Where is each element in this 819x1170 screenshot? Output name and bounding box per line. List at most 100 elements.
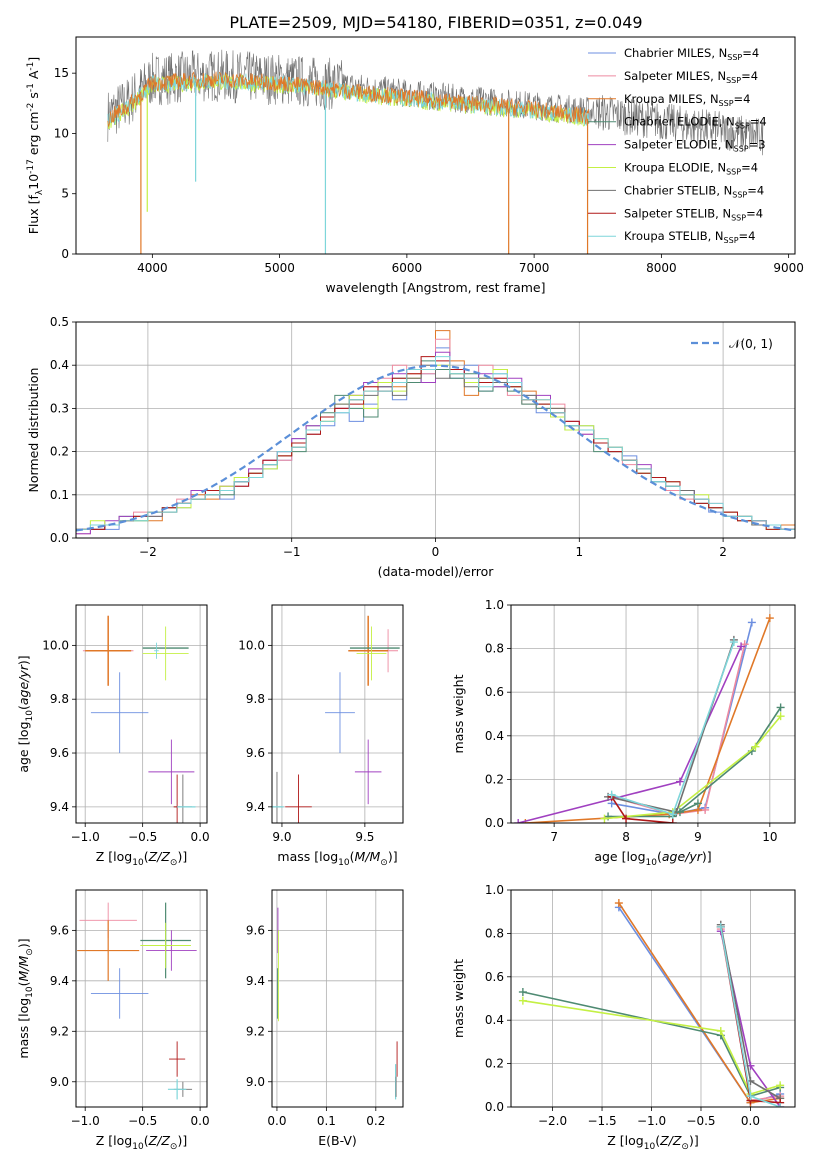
legend-text: Kroupa MILES, N — [624, 92, 719, 106]
y-tick-label: 9.0 — [246, 1075, 265, 1089]
y-tick-label: 1.0 — [485, 883, 504, 897]
legend-text: Kroupa STELIB, N — [624, 229, 724, 243]
axes-frame — [75, 604, 208, 824]
figure-title: PLATE=2509, MJD=54180, FIBERID=0351, z=0… — [229, 13, 642, 32]
weight-series-line — [611, 641, 735, 816]
y-tick-label: 0.0 — [485, 1100, 504, 1114]
x-tick-label: −2.0 — [538, 1114, 567, 1128]
x-tick-label: 7 — [550, 830, 558, 844]
x-axis-label: E(B-V) — [318, 1133, 357, 1148]
legend-text: Chabrier ELODIE, N — [624, 115, 735, 129]
x-tick-label: 0.0 — [191, 830, 210, 844]
y-tick-label: 10.0 — [238, 638, 265, 652]
x-tick-label: 7000 — [519, 261, 550, 275]
legend-label: Salpeter ELODIE, NSSP=3 — [624, 138, 766, 154]
y-tick-label: 9.2 — [246, 1024, 265, 1038]
plot-area-residuals — [76, 322, 795, 538]
axes-weight-vs-Z: −2.0 −1.5 −1.0 −0.5 0.0 0.0 0.2 0.4 0.6 0.8 1.0 Z [… — [451, 883, 796, 1152]
y-tick-label: 0.6 — [485, 685, 504, 699]
x-tick-label: −1.0 — [637, 1114, 666, 1128]
legend-value: =4 — [746, 206, 763, 220]
legend-text: Salpeter ELODIE, N — [624, 138, 734, 152]
legend-text: Chabrier MILES, N — [624, 46, 727, 60]
legend-value: =4 — [750, 115, 767, 129]
legend-text: Salpeter MILES, N — [624, 69, 726, 83]
plot-area-spectrum — [107, 49, 764, 254]
x-tick-label: 0.1 — [317, 1114, 336, 1128]
axes-frame — [271, 889, 404, 1108]
axes-mass-vs-EBV: 0.0 0.1 0.2 9.0 9.2 9.4 9.6 E(B-V) — [246, 889, 404, 1148]
x-tick-label: 0.2 — [366, 1114, 385, 1128]
axes-mass-vs-Z: −1.0 −0.5 0.0 9.0 9.2 9.4 9.6 Z [log10​(Z/Z⊙​)]… — [16, 889, 210, 1152]
gaussian-curve — [76, 364, 795, 532]
y-tick-label: 0.0 — [485, 816, 504, 830]
y-axis-label: mass [log10​(M/M⊙​)] — [16, 938, 35, 1058]
x-tick-label: 9.5 — [355, 830, 374, 844]
y-tick-label: 0.2 — [485, 772, 504, 786]
y-tick-label: 10 — [54, 126, 69, 140]
legend-label: 𝒩(0, 1) — [729, 337, 773, 351]
x-tick-label: 0.0 — [191, 1114, 210, 1128]
y-axis-label: Flux [fλ​10-17​ erg cm-2​ s-1​ A-1​] — [26, 57, 45, 235]
legend-text: Chabrier STELIB, N — [624, 183, 732, 197]
x-tick-label: 4000 — [137, 261, 168, 275]
y-tick-label: 10.0 — [42, 638, 69, 652]
legend-subscript: SSP — [734, 145, 749, 154]
axes-frame — [510, 604, 796, 824]
legend-subscript: SSP — [735, 122, 750, 131]
x-tick-label: −0.5 — [686, 1114, 715, 1128]
weight-series-line — [608, 707, 782, 818]
y-tick-label: 9.4 — [246, 800, 265, 814]
x-tick-label: −0.5 — [128, 830, 157, 844]
y-tick-label: 0.3 — [50, 401, 69, 415]
spectrum-data-line — [107, 49, 764, 156]
legend-value: =4 — [741, 161, 758, 175]
legend-label: Chabrier STELIB, NSSP=4 — [624, 183, 764, 199]
y-tick-label: 9.6 — [246, 923, 265, 937]
plot-area-age-vs-mass — [272, 605, 403, 823]
y-tick-label: 0.5 — [50, 315, 69, 329]
axes-frame — [75, 36, 796, 255]
legend-subscript: SSP — [726, 76, 741, 85]
x-tick-label: 9.0 — [272, 830, 291, 844]
legend-value: =4 — [742, 46, 759, 60]
y-tick-label: 9.6 — [246, 746, 265, 760]
weight-series-line — [611, 644, 746, 816]
legend-subscript: SSP — [719, 99, 734, 108]
y-tick-label: 9.4 — [50, 800, 69, 814]
legend-label: Salpeter MILES, NSSP=4 — [624, 69, 758, 85]
y-tick-label: 9.6 — [50, 746, 69, 760]
x-tick-label: 10 — [762, 830, 777, 844]
legend-text: Salpeter STELIB, N — [624, 206, 731, 220]
legend-value: =4 — [734, 92, 751, 106]
legend-label: Chabrier ELODIE, NSSP=4 — [624, 115, 767, 131]
y-tick-label: 9.2 — [50, 1024, 69, 1038]
x-tick-label: 9 — [694, 830, 702, 844]
y-tick-label: 0.2 — [50, 445, 69, 459]
x-tick-label: 6000 — [392, 261, 423, 275]
x-tick-label: 0.0 — [267, 1114, 286, 1128]
histogram-series — [76, 356, 795, 530]
weight-series-line — [607, 639, 735, 814]
x-tick-label: −2 — [139, 545, 157, 559]
x-tick-label: 9000 — [773, 261, 804, 275]
y-axis-label: Normed distribution — [26, 368, 41, 493]
x-tick-label: −1.0 — [71, 830, 100, 844]
legend-subscript: SSP — [727, 53, 742, 62]
plot-area-age-vs-Z — [76, 605, 207, 823]
x-tick-label: −1.5 — [587, 1114, 616, 1128]
axes-residuals: 𝒩(0, 1) −2 −1 0 1 2 0.0 0.1 0.2 0.3 0.4 0.5 (data-mo… — [26, 315, 796, 579]
x-tick-label: −0.5 — [128, 1114, 157, 1128]
legend-value: =3 — [749, 138, 766, 152]
x-tick-label: 0.0 — [741, 1114, 760, 1128]
y-tick-label: 0 — [61, 247, 69, 261]
x-tick-label: −1.0 — [71, 1114, 100, 1128]
x-axis-label: Z [log10​(Z/Z⊙​)] — [607, 1133, 698, 1152]
legend-label: Kroupa MILES, NSSP=4 — [624, 92, 750, 108]
x-axis-label: mass [log10​(M/M⊙​)] — [277, 849, 397, 868]
y-axis-label: age [log10​(age/yr)] — [16, 655, 35, 772]
